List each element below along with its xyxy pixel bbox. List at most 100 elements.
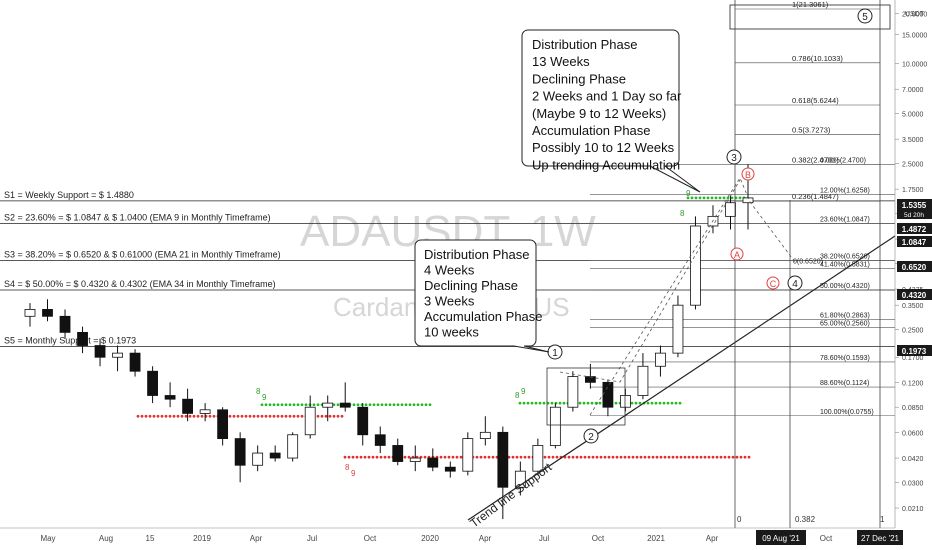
candle-body <box>252 452 264 466</box>
td-dot <box>372 403 376 407</box>
td-dot <box>336 414 340 418</box>
td-dot <box>320 414 324 418</box>
callout-line: Accumulation Phase <box>532 123 651 138</box>
candle-body <box>24 309 36 317</box>
callout-line: Distribution Phase <box>532 37 638 52</box>
price-tick-label: 3.5000 <box>902 137 924 144</box>
svg-text:09 Aug '21: 09 Aug '21 <box>762 534 800 543</box>
svg-text:C: C <box>770 279 777 289</box>
candle-body <box>497 431 509 488</box>
td-dot <box>280 403 284 407</box>
candle-body <box>567 376 579 408</box>
td-dot <box>551 455 555 459</box>
td-dot <box>443 455 447 459</box>
td-label: 8 <box>515 391 520 400</box>
candle-body <box>322 402 334 408</box>
trend-line-support[interactable] <box>467 235 896 521</box>
td-dot <box>479 455 483 459</box>
td-dot <box>663 455 667 459</box>
td-dot <box>156 414 160 418</box>
corrective-label-b: B <box>741 167 755 181</box>
support-label: S2 = 23.60% = $ 1.0847 & $ 1.0400 (EMA 9… <box>4 213 271 223</box>
price-tick-label: 2.5000 <box>902 161 924 168</box>
retracement-label: 23.60%(1.0847) <box>820 217 870 224</box>
candle-body <box>269 452 281 459</box>
td-dot <box>674 401 678 405</box>
price-badge-value: 0.1973 <box>902 347 927 356</box>
td-dot <box>547 455 551 459</box>
td-dot <box>384 403 388 407</box>
td-dot <box>280 414 284 418</box>
retracement-label: 88.60%(0.1124) <box>820 380 869 387</box>
price-tick-label: 0.2500 <box>902 327 924 334</box>
td-dot <box>711 455 715 459</box>
wave-label-2: 2 <box>583 428 599 444</box>
price-tick-label: 0.0850 <box>902 405 924 412</box>
candle-body <box>199 409 211 414</box>
td-dot <box>655 455 659 459</box>
td-dot <box>627 455 631 459</box>
td-dot <box>522 401 526 405</box>
candle-body <box>129 352 141 372</box>
td-label: 8 <box>680 209 685 218</box>
td-dot <box>643 455 647 459</box>
td-dot <box>264 414 268 418</box>
phase-callout-1[interactable]: Distribution Phase 13 Weeks Declining Phas… <box>521 29 701 193</box>
time-fib-zero: 0 <box>737 515 742 524</box>
retracement-label: 41.40%(0.5831) <box>820 261 870 268</box>
td-dot <box>340 414 344 418</box>
wave-label-5: 5 <box>857 8 873 24</box>
retracement-label: 100.00%(0.0755) <box>820 409 874 416</box>
td-dot <box>587 455 591 459</box>
td-dot <box>683 455 687 459</box>
td-dot <box>530 401 534 405</box>
td-dot <box>491 455 495 459</box>
td-dot <box>232 414 236 418</box>
td-dot <box>527 455 531 459</box>
td-dot <box>276 403 280 407</box>
candle-body <box>217 409 229 439</box>
td-dot <box>148 414 152 418</box>
td-dot <box>651 455 655 459</box>
td-dot <box>228 414 232 418</box>
fib-level-label: 0.618(5.6244) <box>792 96 839 105</box>
candle-body <box>444 466 456 472</box>
candle-body <box>549 406 561 446</box>
candle-body <box>690 225 701 306</box>
td-dot <box>256 414 260 418</box>
time-tick-label: Apr <box>250 534 263 543</box>
td-dot <box>595 455 599 459</box>
td-dot <box>675 455 679 459</box>
price-badge-value: 1.5355 <box>902 201 927 210</box>
td-dot <box>392 403 396 407</box>
td-dot <box>727 455 731 459</box>
td-dot <box>623 455 627 459</box>
td-dot <box>136 414 140 418</box>
td-dot <box>152 414 156 418</box>
price-tick-label: 10.0000 <box>902 62 927 69</box>
time-tick-label: 2020 <box>421 534 439 543</box>
td-dot <box>424 403 428 407</box>
fib-level-label: 0.382(2.4701) <box>792 155 839 164</box>
support-label: S3 = 38.20% = $ 0.6520 & $ 0.61000 (EMA … <box>4 249 281 259</box>
td-dot <box>236 414 240 418</box>
td-dot <box>300 403 304 407</box>
td-dot <box>240 414 244 418</box>
td-dot <box>731 455 735 459</box>
td-dot <box>526 401 530 405</box>
td-dot <box>192 414 196 418</box>
svg-text:A: A <box>734 250 740 260</box>
candle-body <box>94 345 106 358</box>
price-tick-label: 7.0000 <box>902 87 924 94</box>
td-dot <box>408 403 412 407</box>
candle-body <box>532 445 544 472</box>
td-dot <box>511 455 515 459</box>
retracement-label: 65.00%(0.2560) <box>820 321 870 328</box>
td-dot <box>483 455 487 459</box>
time-axis[interactable]: May Aug 15 2019 Apr Jul Oct 2020 Apr Jul Oct 2021 Ap… <box>40 534 833 543</box>
corrective-label-c: C <box>766 276 780 290</box>
td-dot <box>160 414 164 418</box>
callout-line: Up trending Accumulation <box>532 157 680 172</box>
